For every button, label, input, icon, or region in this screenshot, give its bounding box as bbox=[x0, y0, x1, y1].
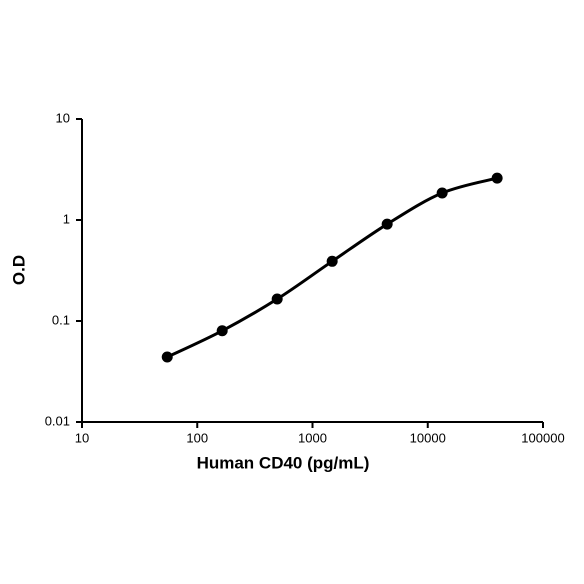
x-tick-label: 100 bbox=[186, 430, 208, 445]
x-tick-label: 10000 bbox=[410, 430, 446, 445]
y-tick-label: 0.1 bbox=[52, 312, 70, 327]
y-axis-title: O.D bbox=[9, 255, 28, 285]
x-axis-title: Human CD40 (pg/mL) bbox=[197, 453, 370, 472]
data-point bbox=[271, 293, 283, 305]
y-tick-label: 0.01 bbox=[45, 413, 70, 428]
y-tick-label: 10 bbox=[56, 110, 70, 125]
data-point bbox=[436, 187, 448, 199]
data-point bbox=[381, 218, 393, 230]
y-tick-label: 1 bbox=[63, 211, 70, 226]
data-point bbox=[216, 325, 228, 337]
data-point bbox=[161, 351, 173, 363]
data-point bbox=[326, 255, 338, 267]
x-tick-label: 10 bbox=[75, 430, 89, 445]
curve bbox=[166, 176, 498, 359]
x-tick-label: 100000 bbox=[521, 430, 564, 445]
data-point bbox=[491, 172, 503, 184]
x-tick-label: 1000 bbox=[298, 430, 327, 445]
